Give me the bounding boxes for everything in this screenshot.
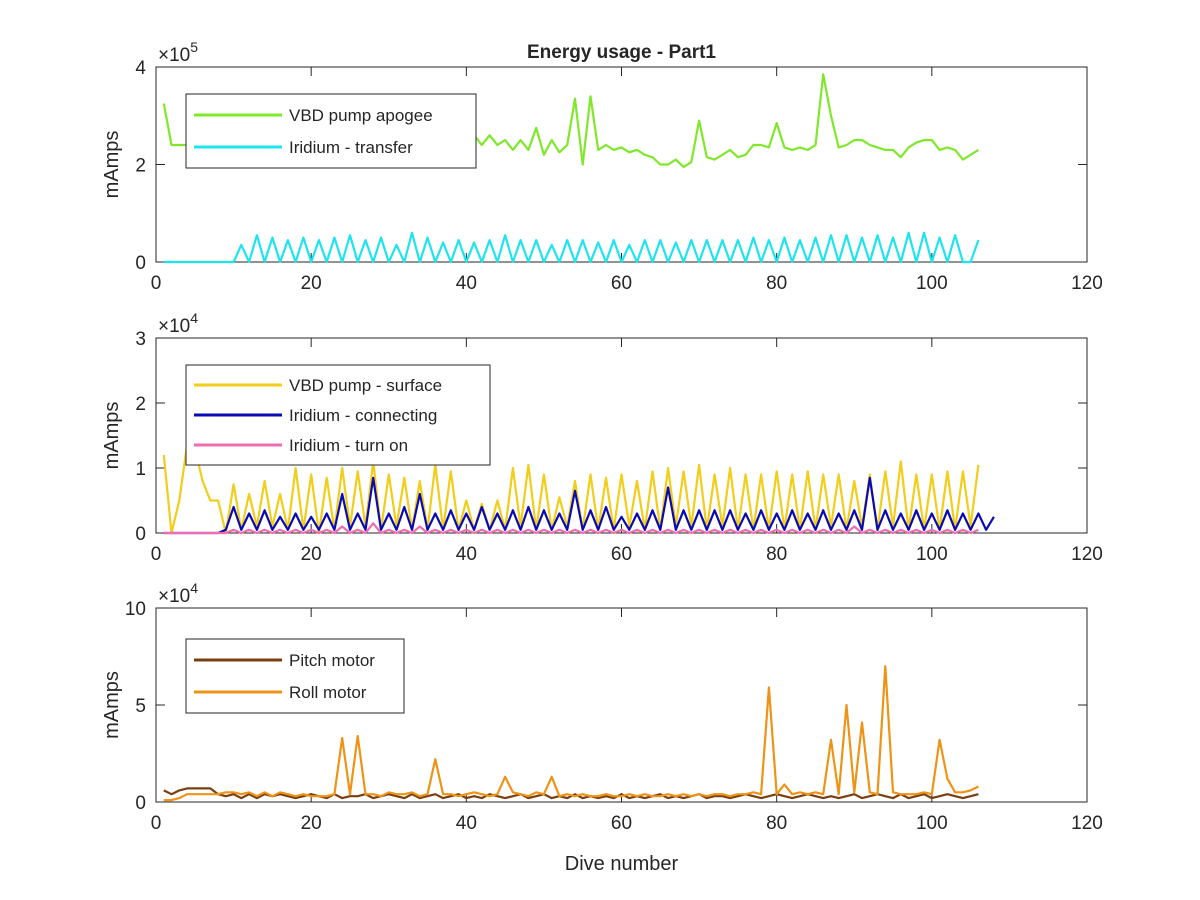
- legend-label: VBD pump apogee: [289, 106, 433, 125]
- y-exponent-label: ×104: [158, 310, 198, 337]
- y-tick-label: 3: [135, 329, 146, 350]
- legend: VBD pump apogee Iridium - transfer: [185, 93, 477, 169]
- y-tick-label: 5: [135, 696, 146, 717]
- series-line-3: [163, 522, 979, 535]
- x-tick-label: 60: [611, 273, 632, 294]
- x-tick-label: 120: [1071, 544, 1103, 565]
- y-axis-label: mAmps: [101, 131, 123, 199]
- subplot-3: 0 20 40 60 80 100 120 0 5 10 ×104 mAmps Dive number P…: [101, 580, 1103, 875]
- x-tick-label: 0: [151, 273, 162, 294]
- y-exponent-label: ×104: [158, 580, 198, 607]
- y-tick-label: 0: [135, 524, 146, 545]
- y-tick-label: 4: [135, 58, 146, 79]
- x-tick-label: 20: [301, 273, 322, 294]
- x-tick-label: 0: [151, 544, 162, 565]
- y-axis-label: mAmps: [101, 402, 123, 470]
- x-tick-label: 120: [1071, 813, 1103, 834]
- x-tick-label: 0: [151, 813, 162, 834]
- x-tick-label: 40: [456, 813, 477, 834]
- x-tick-label: 60: [611, 813, 632, 834]
- legend-box: [185, 93, 477, 169]
- x-tick-label: 80: [766, 544, 787, 565]
- y-tick-label: 0: [135, 253, 146, 274]
- legend-label: Iridium - connecting: [289, 406, 437, 425]
- x-tick-label: 100: [916, 813, 948, 834]
- chart-title: Energy usage - Part1: [527, 42, 716, 63]
- y-tick-label: 2: [135, 394, 146, 415]
- y-tick-label: 2: [135, 156, 146, 177]
- legend-label: Pitch motor: [289, 651, 375, 670]
- x-tick-label: 40: [456, 544, 477, 565]
- y-axis-label: mAmps: [101, 671, 123, 739]
- subplot-2: 0 20 40 60 80 100 120 0 1 2 3 ×104 mAmps VBD pump - s…: [101, 310, 1103, 565]
- legend-box: [185, 638, 405, 714]
- y-tick-label: 0: [135, 793, 146, 814]
- x-axis-label: Dive number: [565, 853, 679, 875]
- subplot-1: 0 20 40 60 80 100 120 0 2 4 ×105 mAmps Energy usage …: [101, 39, 1103, 294]
- x-tick-label: 60: [611, 544, 632, 565]
- legend-label: Iridium - turn on: [289, 436, 408, 455]
- x-tick-label: 20: [301, 813, 322, 834]
- x-tick-label: 20: [301, 544, 322, 565]
- x-tick-label: 40: [456, 273, 477, 294]
- series-line-2: [163, 476, 995, 535]
- legend: Pitch motor Roll motor: [185, 638, 405, 714]
- series-line-1: [162, 444, 980, 535]
- legend: VBD pump - surface Iridium - connecting Ir…: [185, 364, 491, 466]
- y-tick-label: 1: [135, 459, 146, 480]
- x-tick-label: 100: [916, 273, 948, 294]
- legend-label: Roll motor: [289, 683, 367, 702]
- x-tick-label: 80: [766, 273, 787, 294]
- y-exponent-label: ×105: [158, 39, 198, 66]
- legend-label: Iridium - transfer: [289, 138, 413, 157]
- x-tick-label: 100: [916, 544, 948, 565]
- series-line-2: [163, 231, 980, 264]
- series-line-2: [163, 665, 979, 802]
- y-tick-label: 10: [125, 599, 146, 620]
- x-tick-label: 80: [766, 813, 787, 834]
- x-tick-label: 120: [1071, 273, 1103, 294]
- legend-label: VBD pump - surface: [289, 376, 442, 395]
